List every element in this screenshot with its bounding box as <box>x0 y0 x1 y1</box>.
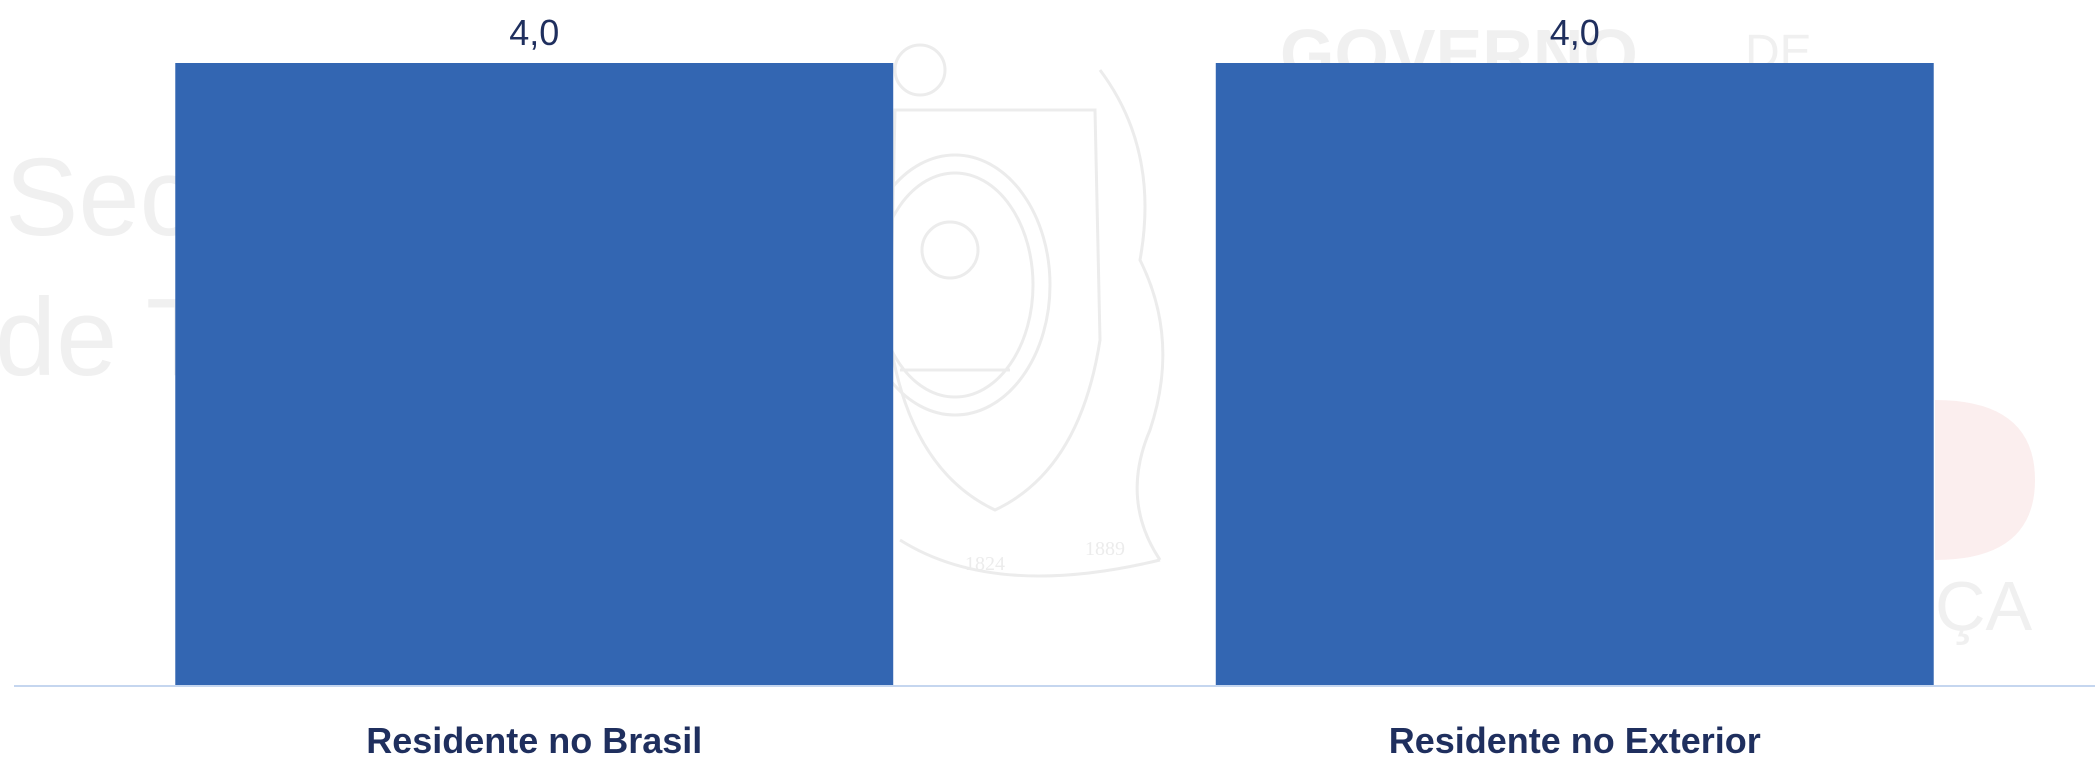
value-label-1: 4,0 <box>1550 12 1600 53</box>
bar-0 <box>175 63 894 686</box>
value-labels-group: 4,0 4,0 <box>509 12 1600 53</box>
category-label-0: Residente no Brasil <box>366 720 702 757</box>
value-label-0: 4,0 <box>509 12 559 53</box>
category-labels-group: Residente no Brasil Residente no Exterior <box>366 720 1761 757</box>
category-label-1: Residente no Exterior <box>1389 720 1761 757</box>
bar-1 <box>1215 63 1934 686</box>
bars-group <box>175 63 1934 686</box>
